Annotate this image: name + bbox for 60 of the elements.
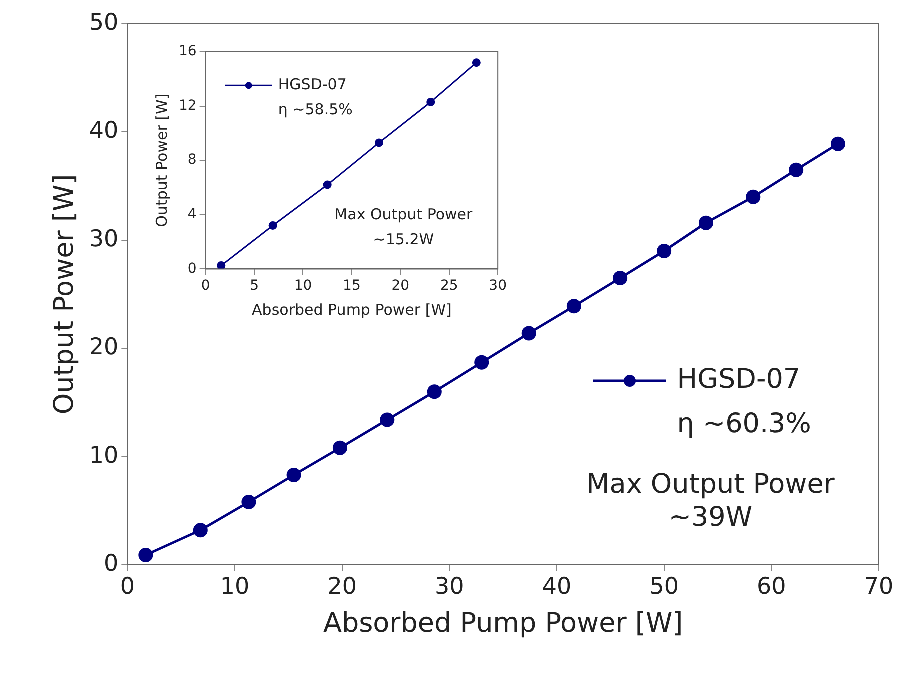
y-tick-label: 16 xyxy=(178,44,197,60)
x-tick-label: 15 xyxy=(343,278,361,294)
annotation: ~39W xyxy=(668,502,753,534)
y-tick-label: 40 xyxy=(89,118,119,144)
legend-label: HGSD-07 xyxy=(677,364,801,396)
point xyxy=(657,244,672,258)
point xyxy=(217,262,226,270)
x-tick-label: 10 xyxy=(294,278,312,294)
x-tick-label: 0 xyxy=(120,574,135,600)
point xyxy=(522,326,536,341)
x-tick-label: 5 xyxy=(250,278,259,294)
x-tick-label: 20 xyxy=(328,574,357,600)
x-tick-label: 60 xyxy=(757,574,786,600)
annotation: η ~58.5% xyxy=(278,100,353,118)
point xyxy=(138,548,154,563)
x-tick-label: 40 xyxy=(542,574,572,600)
point xyxy=(374,138,384,148)
annotation: Max Output Power xyxy=(334,206,474,224)
y-tick-label: 20 xyxy=(89,334,119,361)
x-tick-label: 50 xyxy=(650,574,679,600)
x-tick-label: 30 xyxy=(489,278,508,294)
point xyxy=(746,190,761,204)
point xyxy=(566,299,582,314)
x-axis-title: Absorbed Pump Power [W] xyxy=(323,608,684,639)
y-tick-label: 4 xyxy=(188,206,197,223)
x-tick-label: 10 xyxy=(220,574,250,600)
y-axis-title: Output Power [W] xyxy=(49,174,80,415)
x-tick-label: 25 xyxy=(440,278,458,294)
x-tick-label: 0 xyxy=(201,278,210,294)
y-tick-label: 30 xyxy=(89,226,119,252)
point xyxy=(830,136,846,152)
point xyxy=(613,271,628,286)
annotation: η ~60.3% xyxy=(677,408,812,440)
point xyxy=(242,494,256,510)
x-axis-title: Absorbed Pump Power [W] xyxy=(252,300,452,319)
y-tick-label: 8 xyxy=(188,152,197,168)
x-tick-label: 70 xyxy=(864,574,894,600)
point xyxy=(323,180,332,190)
point xyxy=(268,222,278,230)
legend-label: HGSD-07 xyxy=(278,76,347,94)
point xyxy=(427,384,442,400)
point xyxy=(193,523,208,538)
y-axis-title: Output Power [W] xyxy=(152,94,171,228)
point xyxy=(286,468,302,482)
y-tick-label: 50 xyxy=(89,10,119,36)
point xyxy=(789,162,804,178)
annotation: ~15.2W xyxy=(373,230,434,249)
point xyxy=(698,216,714,230)
annotation: Max Output Power xyxy=(586,469,836,500)
y-tick-label: 0 xyxy=(104,550,119,577)
x-tick-label: 30 xyxy=(435,574,464,600)
y-tick-label: 12 xyxy=(178,98,197,114)
point xyxy=(332,440,348,456)
y-tick-label: 0 xyxy=(188,260,197,277)
point xyxy=(380,412,395,428)
point xyxy=(426,98,436,106)
point xyxy=(474,355,490,370)
point xyxy=(472,58,481,68)
x-tick-label: 20 xyxy=(392,278,410,294)
y-tick-label: 10 xyxy=(89,442,119,469)
